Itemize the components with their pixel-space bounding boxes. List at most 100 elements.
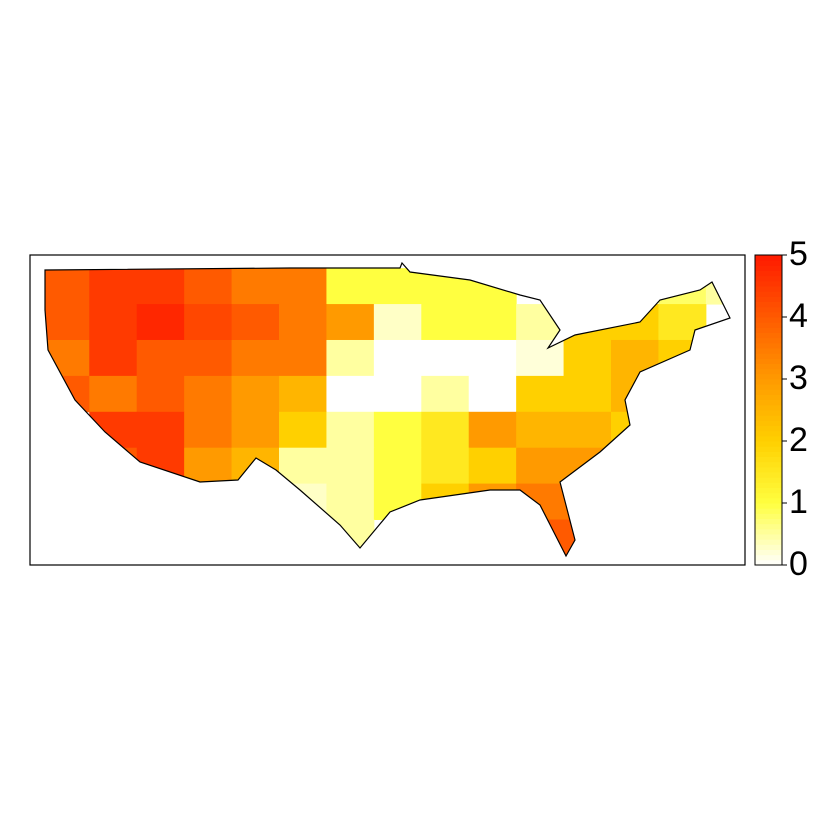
colorbar-tick-label: 4: [789, 297, 808, 335]
colorbar-step: [755, 332, 782, 339]
colorbar-step: [755, 280, 782, 287]
cell: [136, 339, 185, 377]
cell: [279, 483, 327, 521]
cell: [563, 411, 612, 449]
cell: [563, 483, 612, 521]
colorbar-step: [755, 539, 782, 545]
cell: [611, 411, 659, 449]
cell: [373, 339, 422, 377]
colorbar-step: [755, 291, 782, 297]
cell: [45, 375, 90, 413]
colorbar-tick-label: 2: [789, 421, 808, 459]
cell: [231, 375, 280, 413]
cell: [136, 411, 185, 449]
cell: [658, 304, 707, 341]
cell: [45, 339, 90, 377]
colorbar-step: [755, 513, 782, 519]
cell: [421, 375, 470, 413]
colorbar-step: [755, 425, 782, 432]
cell: [326, 268, 375, 305]
cell: [279, 411, 327, 449]
colorbar-step: [755, 368, 782, 375]
cell: [136, 375, 185, 413]
map-frame: [29, 254, 746, 566]
raster: [45, 268, 730, 556]
colorbar-step: [755, 487, 782, 494]
colorbar-step: [755, 379, 782, 385]
cell: [326, 447, 375, 485]
colorbar-step: [755, 404, 782, 411]
cell: [421, 339, 470, 377]
colorbar-step: [755, 559, 782, 566]
us-outline: [44, 261, 731, 558]
cell: [89, 304, 138, 341]
colorbar-step: [755, 534, 782, 540]
colorbar-tick-label: 3: [789, 359, 808, 397]
cell: [136, 447, 185, 485]
cell: [231, 339, 280, 377]
colorbar-step: [755, 482, 782, 488]
colorbar-step: [755, 270, 782, 277]
colorbar-step: [755, 363, 782, 370]
colorbar-step: [755, 451, 782, 457]
cell: [563, 375, 612, 413]
cell: [563, 339, 612, 377]
colorbar-step: [755, 544, 782, 550]
cell: [373, 268, 422, 305]
cell: [231, 411, 280, 449]
cell: [373, 411, 422, 449]
colorbar-step: [755, 353, 782, 359]
colorbar-step: [755, 358, 782, 364]
colorbar-step: [755, 554, 782, 561]
cell: [516, 339, 565, 377]
cell: [89, 411, 138, 449]
cell: [136, 304, 185, 341]
colorbar-frame: [754, 254, 783, 566]
cell: [184, 268, 233, 305]
colorbar-step: [755, 435, 782, 442]
cell: [563, 304, 612, 341]
cell: [468, 375, 517, 413]
colorbar-step: [755, 286, 782, 292]
cell: [184, 375, 233, 413]
cell: [231, 268, 280, 305]
cell: [184, 411, 233, 449]
cell: [373, 375, 422, 413]
colorbar-step: [755, 327, 782, 333]
colorbar-step: [755, 301, 782, 308]
colorbar-step: [755, 503, 782, 509]
cell: [45, 268, 90, 305]
cell: [279, 375, 327, 413]
cell: [373, 447, 422, 485]
cell: [468, 339, 517, 377]
colorbar-step: [755, 461, 782, 468]
colorbar-step: [755, 394, 782, 401]
cell: [421, 447, 470, 485]
cell: [516, 447, 565, 485]
colorbar-step: [755, 311, 782, 318]
colorbar-step: [755, 549, 782, 556]
colorbar-step: [755, 296, 782, 302]
cell: [421, 483, 470, 521]
colorbar-step: [755, 415, 782, 421]
cell: [373, 304, 422, 341]
colorbar-step: [755, 348, 782, 354]
colorbar-step: [755, 275, 782, 282]
cell: [516, 375, 565, 413]
cell: [184, 339, 233, 377]
cell: [421, 411, 470, 449]
colorbar-step: [755, 399, 782, 406]
cell: [89, 268, 138, 305]
colorbar-step: [755, 389, 782, 395]
colorbar-step: [755, 472, 782, 478]
cell: [468, 483, 517, 521]
cell: [611, 339, 659, 377]
cell: [326, 304, 375, 341]
cell: [421, 304, 470, 341]
cell: [326, 375, 375, 413]
colorbar-step: [755, 342, 782, 349]
cell: [231, 304, 280, 341]
colorbar-tick-label: 1: [789, 483, 808, 521]
cell: [45, 304, 90, 341]
